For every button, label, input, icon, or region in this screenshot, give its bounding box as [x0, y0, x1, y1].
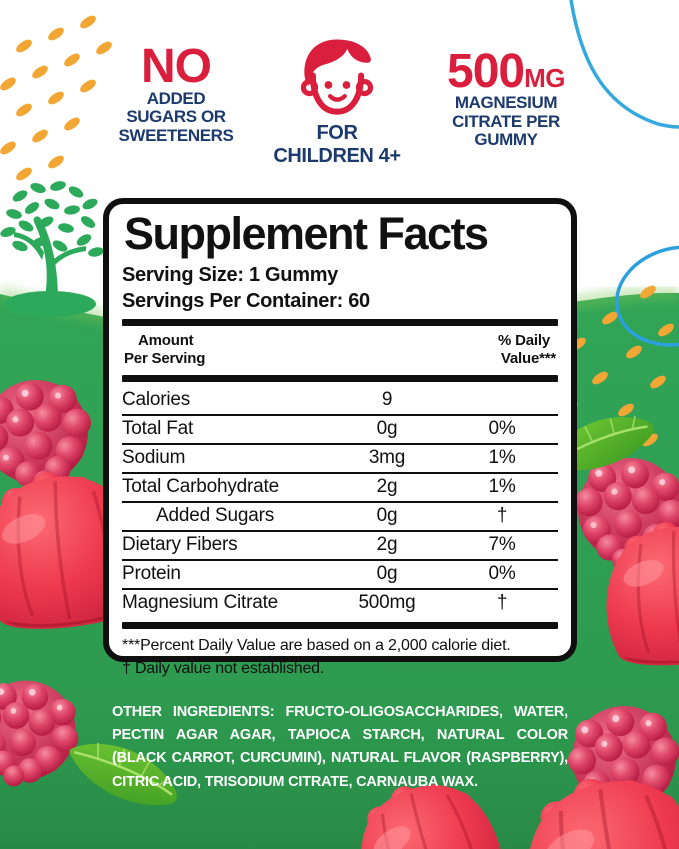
serving-size: Serving Size: 1 Gummy: [122, 264, 338, 287]
amount-header: Amount Per Serving: [124, 332, 206, 367]
badge-for-children: FOR CHILDREN 4+: [272, 36, 402, 168]
no-sugar-line1: ADDED: [146, 88, 206, 108]
facts-row-total-carbohydrate: Total Carbohydrate 2g 1%: [122, 471, 558, 501]
supplement-facts-panel: Supplement Facts Serving Size: 1 Gummy S…: [103, 198, 577, 677]
badge-dosage: 500MG MAGNESIUM CITRATE PER GUMMY: [428, 48, 584, 150]
divider-thick: [122, 319, 558, 327]
children-line1: FOR: [316, 122, 358, 144]
yellow-dots-topleft: [0, 13, 114, 183]
divider-thick: [122, 621, 558, 629]
facts-footnotes: ***Percent Daily Value are based on a 2,…: [122, 635, 558, 680]
servings-per-container: Servings Per Container: 60: [122, 289, 370, 312]
other-ingredients-label: OTHER INGREDIENTS:: [112, 703, 275, 720]
facts-row-calories: Calories 9: [122, 388, 393, 410]
footnote-daily-value: ***Percent Daily Value are based on a 2,…: [122, 636, 511, 654]
divider-thick: [122, 374, 558, 382]
dosage-line2: CITRATE PER: [452, 111, 560, 131]
facts-row-sodium: Sodium 3mg 1%: [122, 442, 558, 472]
facts-row-total-fat: Total Fat 0g 0%: [122, 413, 558, 443]
other-ingredients: OTHER INGREDIENTS: FRUCTO-OLIGOSACCHARID…: [112, 701, 568, 795]
other-ingredients-text: FRUCTO-OLIGOSACCHARIDES, WATER, PECTIN A…: [112, 703, 568, 790]
facts-row-magnesium-citrate: Magnesium Citrate 500mg †: [122, 587, 558, 617]
facts-title: Supplement Facts: [124, 208, 489, 259]
badge-no-added-sugar: NO ADDED SUGARS OR SWEETENERS: [112, 40, 240, 146]
dosage-line1: MAGNESIUM: [454, 93, 558, 112]
dosage-amount: 500: [447, 45, 525, 98]
children-line2: CHILDREN 4+: [273, 145, 401, 167]
facts-column-headers: Amount Per Serving % Daily Value***: [122, 331, 558, 370]
no-sugar-line2: SUGARS OR: [126, 107, 226, 127]
no-headline: NO: [141, 40, 212, 93]
footnote-dagger: † Daily value not established.: [122, 659, 325, 677]
facts-row-protein: Protein 0g 0%: [122, 558, 558, 588]
facts-row-added-sugars: Added Sugars 0g †: [122, 500, 558, 530]
dosage-line3: GUMMY: [474, 130, 538, 150]
dosage-amount-row: 500MG: [428, 48, 584, 96]
no-sugar-line3: SWEETENERS: [118, 125, 234, 145]
daily-value-header: % Daily Value***: [498, 332, 556, 367]
facts-row-dietary-fibers: Dietary Fibers 2g 7%: [122, 529, 558, 559]
dosage-unit: MG: [524, 63, 565, 93]
child-face-icon: [272, 36, 402, 122]
blue-curve-icon: [569, 0, 679, 347]
